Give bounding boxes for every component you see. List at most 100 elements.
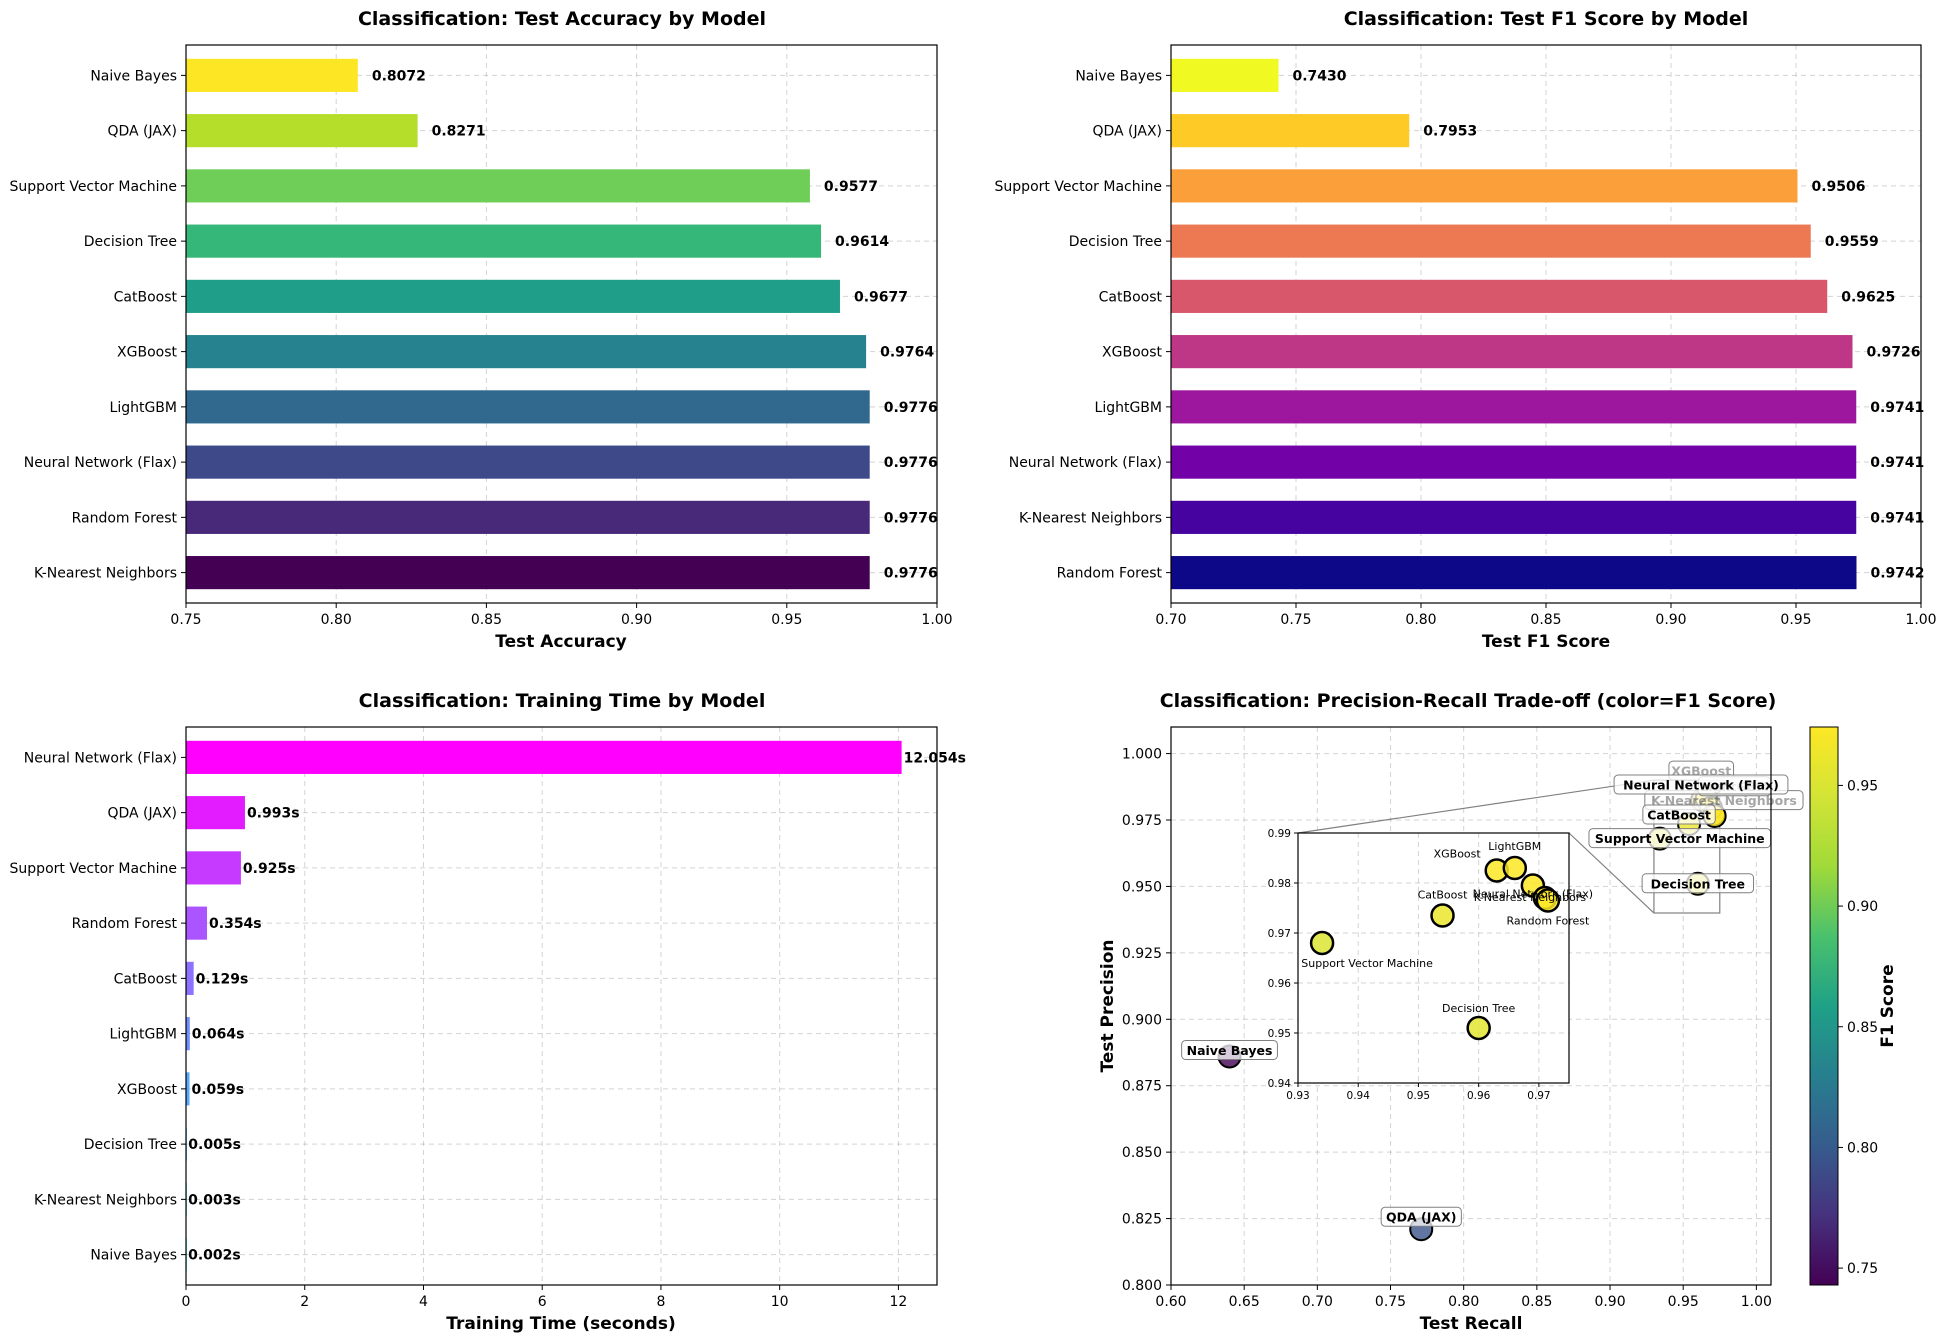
training-time-category-label: Random Forest <box>72 916 178 932</box>
colorbar-label: F1 Score <box>1878 964 1898 1047</box>
f1-bar <box>1171 556 1857 590</box>
precision-recall-x-tick-label: 1.00 <box>1741 1294 1772 1310</box>
annotation-box <box>1181 1039 1278 1060</box>
inset-frame <box>1297 832 1570 1084</box>
training-time-chart-title: Classification: Training Time by Model <box>359 690 766 712</box>
colorbar: 0.75 0.80 0.85 0.90 0.95 F1 Score <box>1809 726 1898 1286</box>
training-time-bar <box>186 851 241 885</box>
accuracy-x-axis-label: Test Accuracy <box>495 632 626 652</box>
training-time-x-tick-label: 8 <box>656 1294 665 1310</box>
precision-recall-y-tick-label: 0.975 <box>1122 813 1162 829</box>
precision-recall-plot-frame <box>1170 726 1772 1286</box>
f1-x-axis-label: Test F1 Score <box>1482 632 1610 652</box>
inset-scatter-point <box>1535 888 1561 913</box>
annotation-box <box>1642 804 1716 825</box>
training-time-category-label: LightGBM <box>110 1027 177 1043</box>
f1-value-label: 0.9726 <box>1867 345 1921 361</box>
f1-value-label: 0.7430 <box>1293 68 1347 84</box>
precision-recall-x-tick-label: 0.60 <box>1155 1294 1186 1310</box>
f1-bar <box>1171 335 1853 369</box>
accuracy-category-label: Naive Bayes <box>90 68 177 84</box>
accuracy-x-tick-label: 1.00 <box>921 612 952 628</box>
accuracy-value-label: 0.8271 <box>432 124 486 140</box>
training-time-category-label: QDA (JAX) <box>107 806 177 822</box>
f1-bar <box>1171 445 1857 479</box>
precision-recall-x-tick-label: 0.95 <box>1668 1294 1699 1310</box>
precision-recall-y-tick-label: 0.900 <box>1122 1012 1162 1028</box>
f1-bars <box>1171 58 1857 590</box>
f1-category-label: K-Nearest Neighbors <box>1019 510 1162 526</box>
precision-recall-x-tick-label: 0.75 <box>1375 1294 1406 1310</box>
f1-value-label: 0.9742 <box>1871 566 1925 582</box>
f1-chart: Classification: Test F1 Score by Model 0… <box>995 8 1936 652</box>
f1-category-label: Random Forest <box>1057 566 1163 582</box>
f1-plot-frame <box>1170 44 1922 604</box>
accuracy-category-label: QDA (JAX) <box>107 124 177 140</box>
precision-recall-x-tick-label: 0.70 <box>1302 1294 1333 1310</box>
inset-y-tick-label: 0.95 <box>1268 1028 1291 1040</box>
training-time-bars <box>186 740 902 1272</box>
training-time-bar <box>186 1072 190 1106</box>
training-time-x-tick-label: 12 <box>889 1294 907 1310</box>
annotation-label: QDA (JAX) <box>1386 1210 1456 1225</box>
accuracy-bar <box>186 556 870 590</box>
accuracy-x-tick-label: 0.80 <box>321 612 352 628</box>
f1-bar <box>1171 169 1798 203</box>
inset-zoom-plot: Support Vector Machine Decision Tree CatBo… <box>1268 828 1593 1102</box>
precision-recall-chart-title: Classification: Precision-Recall Trade-o… <box>1160 690 1777 712</box>
inset-scatter-point <box>1309 930 1335 956</box>
f1-value-label: 0.9741 <box>1870 455 1924 471</box>
training-time-value-label: 0.925s <box>243 861 296 877</box>
inset-point-label: LightGBM <box>1488 840 1541 853</box>
f1-bar <box>1171 58 1279 92</box>
precision-recall-x-tick-label: 0.90 <box>1594 1294 1625 1310</box>
precision-recall-annotations: XGBoost K-Nearest Neighbors LightGBM Naive … <box>1181 760 1804 1227</box>
inset-x-tick-label: 0.97 <box>1527 1090 1550 1102</box>
training-time-value-label: 0.993s <box>247 806 300 822</box>
accuracy-chart: Classification: Test Accuracy by Model 0… <box>10 8 953 652</box>
training-time-x-tick-label: 0 <box>182 1294 191 1310</box>
f1-x-tick-label: 0.80 <box>1405 612 1436 628</box>
inset-y-tick-label: 0.96 <box>1268 978 1292 990</box>
training-time-category-label: Support Vector Machine <box>10 861 177 877</box>
accuracy-category-label: K-Nearest Neighbors <box>34 566 177 582</box>
training-time-value-label: 0.003s <box>188 1192 241 1208</box>
f1-x-tick-label: 0.90 <box>1655 612 1686 628</box>
inset-x-tick-label: 0.93 <box>1286 1090 1309 1102</box>
inset-y-tick-label: 0.94 <box>1268 1078 1292 1090</box>
training-time-grid <box>186 727 937 1285</box>
f1-x-tick-label: 0.75 <box>1280 612 1311 628</box>
accuracy-category-label: XGBoost <box>117 345 177 361</box>
training-time-category-label: Naive Bayes <box>90 1248 177 1264</box>
f1-value-label: 0.9506 <box>1812 179 1866 195</box>
colorbar-tick-label: 0.95 <box>1847 778 1878 794</box>
accuracy-bar <box>186 335 867 369</box>
precision-recall-y-tick-label: 0.875 <box>1122 1079 1162 1095</box>
f1-bar <box>1171 224 1811 258</box>
training-time-x-tick-label: 6 <box>538 1294 547 1310</box>
inset-points <box>1309 855 1561 1041</box>
precision-recall-y-tick-label: 0.800 <box>1122 1278 1162 1294</box>
f1-bar <box>1171 500 1857 534</box>
annotation-label: CatBoost <box>1647 807 1711 822</box>
f1-bar <box>1171 279 1828 313</box>
precision-recall-y-tick-label: 0.825 <box>1122 1212 1162 1228</box>
inset-scatter-point <box>1466 1015 1491 1041</box>
accuracy-bar <box>186 390 870 424</box>
accuracy-category-label: CatBoost <box>114 289 178 305</box>
annotation-label: K-Nearest Neighbors <box>1651 793 1797 808</box>
accuracy-bar <box>186 279 840 313</box>
precision-recall-x-tick-label: 0.65 <box>1229 1294 1260 1310</box>
accuracy-x-tick-label: 0.75 <box>170 612 201 628</box>
precision-recall-y-tick-label: 0.850 <box>1122 1145 1162 1161</box>
accuracy-x-ticks: 0.75 0.80 0.85 0.90 0.95 1.00 <box>170 603 953 628</box>
f1-category-label: Support Vector Machine <box>995 179 1162 195</box>
precision-recall-y-tick-label: 0.950 <box>1122 879 1162 895</box>
colorbar-tick-label: 0.90 <box>1847 899 1878 915</box>
f1-chart-title: Classification: Test F1 Score by Model <box>1344 8 1749 30</box>
training-time-value-labels: 12.054s 0.993s 0.925s 0.354s 0.129s 0.064s 0.0… <box>188 750 966 1263</box>
training-time-bar <box>186 961 194 995</box>
inset-x-tick-label: 0.95 <box>1407 1090 1430 1102</box>
accuracy-value-label: 0.9614 <box>835 234 889 250</box>
colorbar-tick-label: 0.80 <box>1847 1140 1878 1156</box>
